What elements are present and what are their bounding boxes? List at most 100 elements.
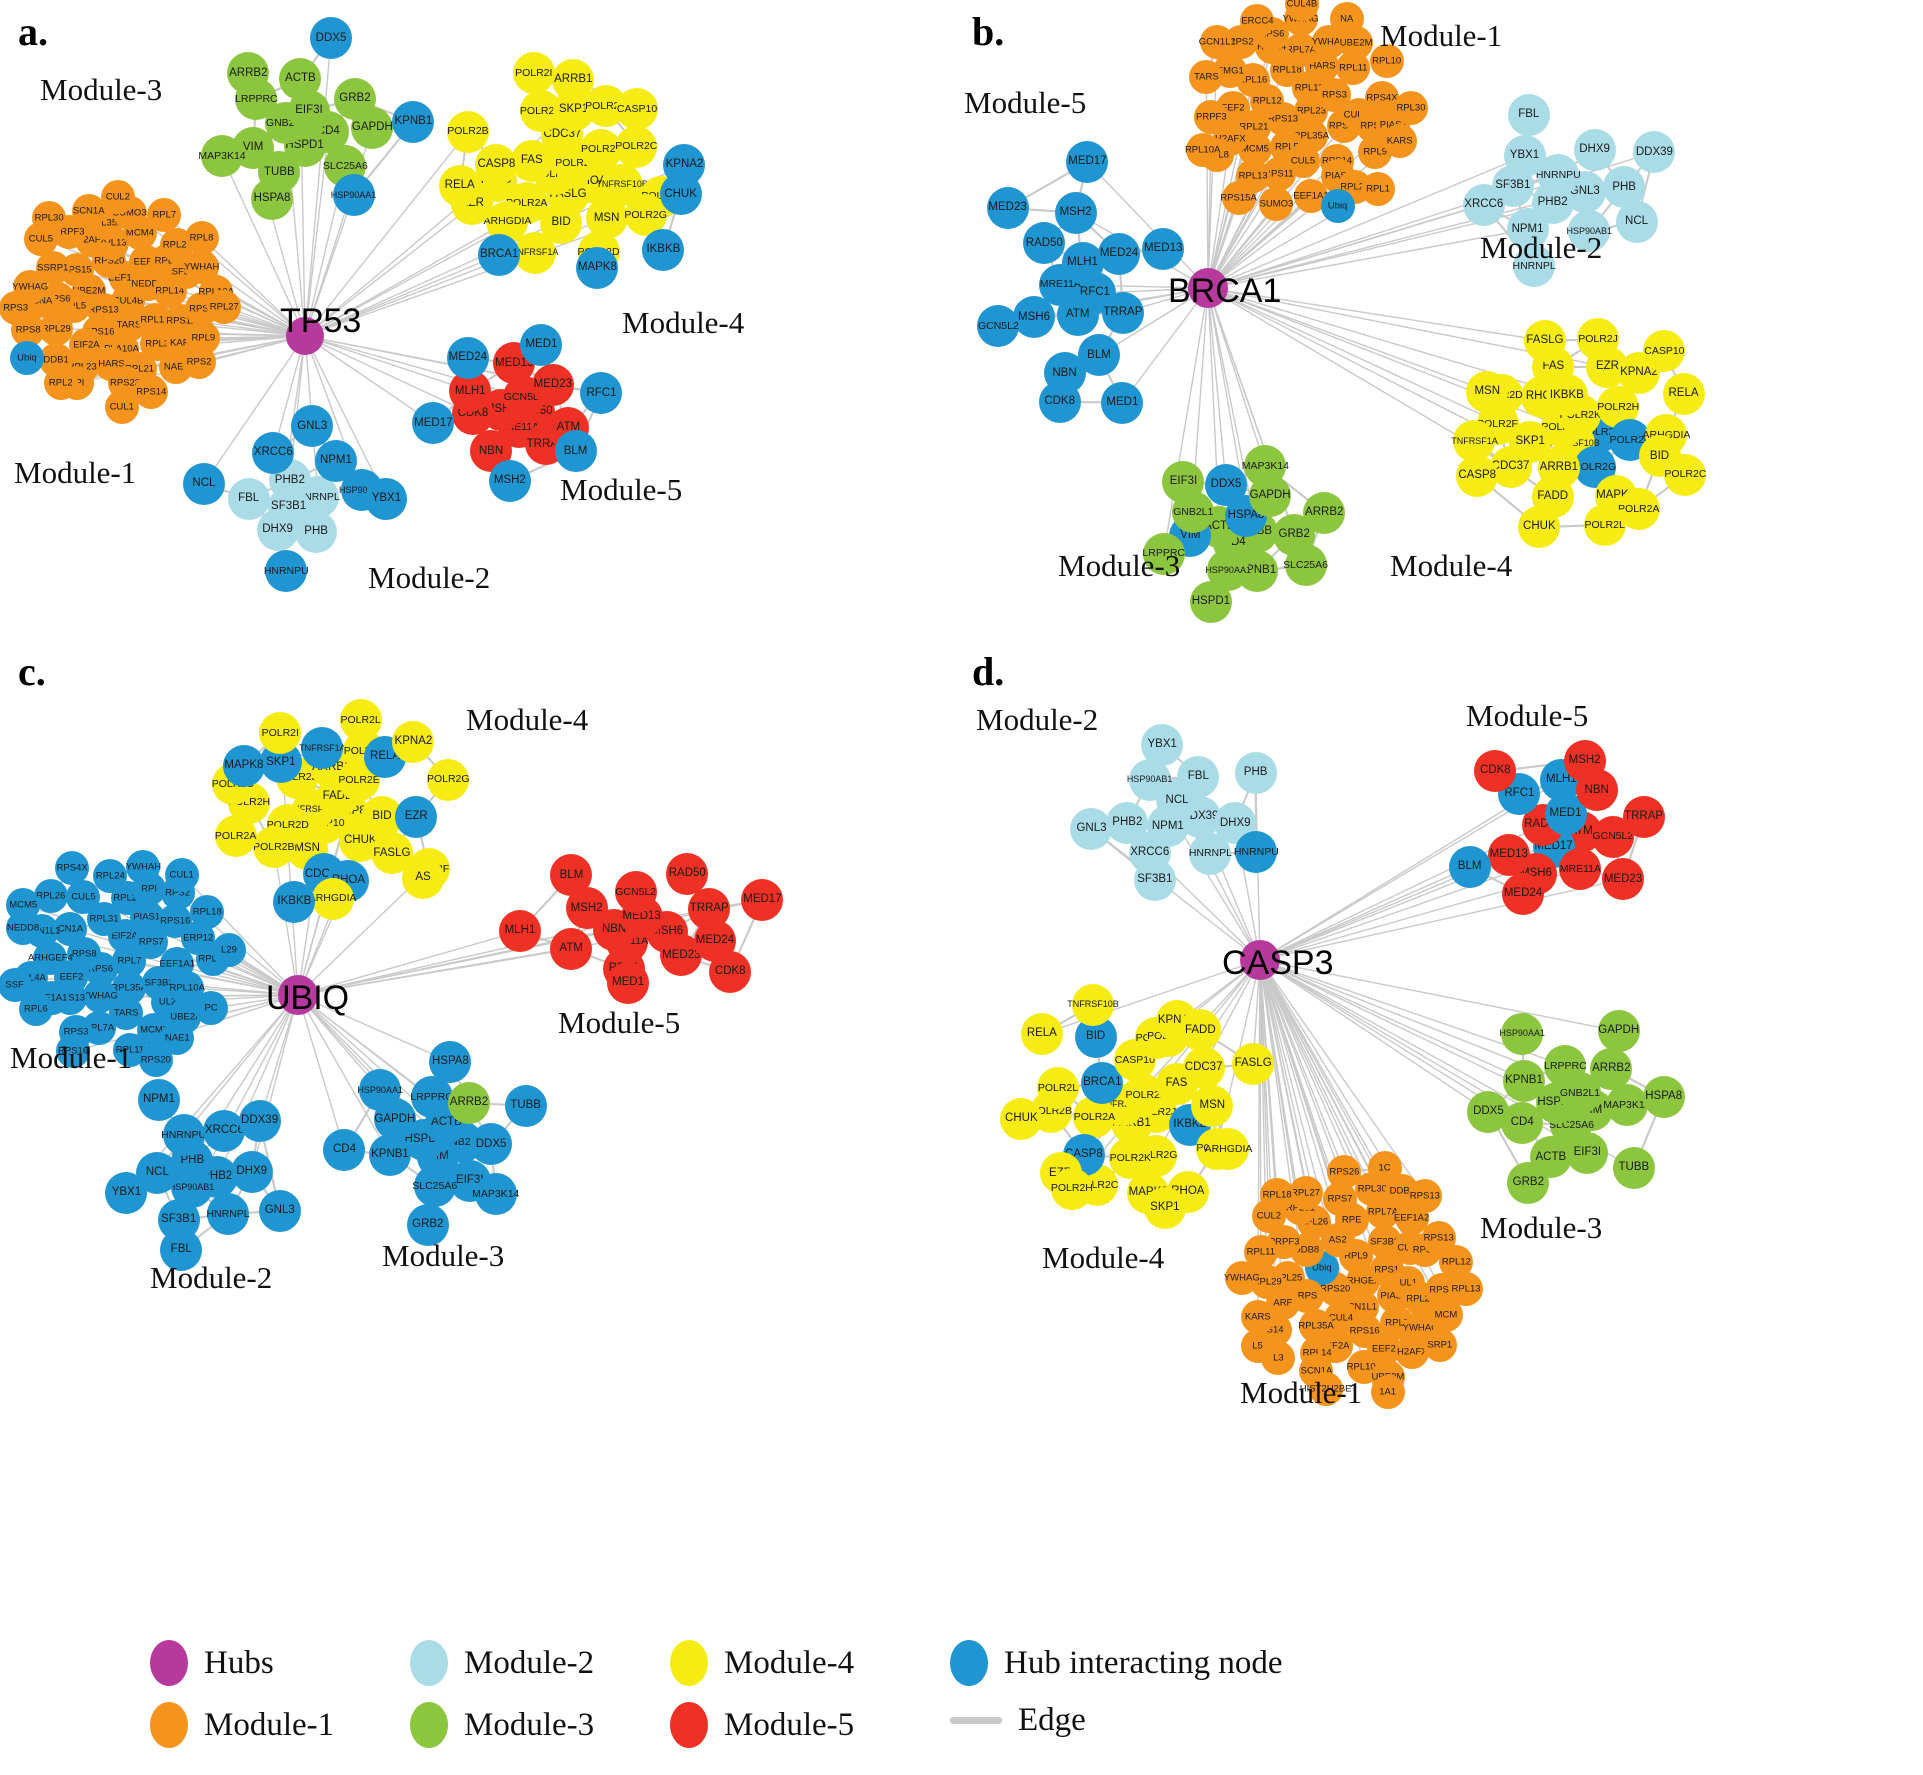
network-node[interactable]: SLC25A6 [412, 1165, 457, 1208]
network-node[interactable]: EZR [395, 795, 438, 838]
network-node[interactable]: MSH2 [1054, 191, 1097, 234]
network-node[interactable]: ARRB2 [447, 1081, 490, 1124]
network-node[interactable]: DHX9 [230, 1150, 273, 1193]
network-node[interactable]: BLM [1448, 845, 1491, 888]
network-node[interactable]: YBX1 [105, 1171, 148, 1214]
network-node[interactable]: FASLG [1232, 1043, 1275, 1086]
network-node[interactable]: HSP90AA1 [331, 174, 376, 217]
network-node[interactable]: RAD50 [666, 852, 709, 895]
network-node[interactable]: POLR2A [214, 815, 257, 858]
network-node[interactable] [55, 851, 90, 886]
network-node[interactable] [1407, 1178, 1442, 1213]
network-node[interactable] [1200, 25, 1235, 60]
hub-node-casp3[interactable] [1240, 940, 1280, 980]
network-node[interactable]: MSH2 [488, 460, 531, 503]
network-node[interactable]: NPM1 [137, 1078, 180, 1121]
network-node[interactable] [0, 968, 32, 1003]
network-node[interactable]: POLR2H [1050, 1167, 1093, 1210]
network-node[interactable]: MAP3K14 [1603, 1084, 1651, 1127]
network-node[interactable]: TUBB [1612, 1146, 1655, 1189]
network-node[interactable] [194, 991, 229, 1026]
network-node[interactable]: AS [402, 856, 445, 899]
network-node[interactable]: MAPK8 [576, 246, 619, 289]
network-node[interactable]: IKBKB [273, 880, 316, 923]
network-node[interactable] [1189, 60, 1224, 95]
hub-node-tp53[interactable] [286, 317, 324, 355]
network-node[interactable] [1367, 1151, 1402, 1186]
network-node[interactable]: RELA [438, 164, 481, 207]
network-node[interactable]: KPNB1 [392, 100, 435, 143]
network-node[interactable]: CDC37 [1182, 1047, 1225, 1090]
network-node[interactable]: HNRNPU [161, 1114, 206, 1157]
network-node[interactable] [56, 1033, 91, 1068]
network-node[interactable]: CASP10 [616, 87, 659, 130]
network-node[interactable]: GNL3 [258, 1189, 301, 1232]
network-node[interactable]: LRPPRC [1544, 1044, 1587, 1087]
network-node[interactable] [1240, 1329, 1275, 1364]
network-node[interactable]: EIF3I [1566, 1131, 1609, 1174]
network-node[interactable] [182, 345, 217, 380]
network-node[interactable]: RELA [1020, 1013, 1063, 1056]
network-node[interactable]: ARRB1 [552, 58, 595, 101]
network-node[interactable]: MAPK8 [222, 744, 265, 787]
network-node[interactable]: POLR2I [259, 711, 302, 754]
network-node[interactable]: GCN5L2 [614, 871, 657, 914]
network-node[interactable] [43, 366, 78, 401]
network-node[interactable] [184, 220, 219, 255]
network-node[interactable] [1240, 4, 1275, 39]
network-node[interactable] [1329, 2, 1364, 37]
network-node[interactable] [104, 389, 139, 424]
network-node[interactable] [71, 194, 106, 228]
network-node[interactable]: POLR2C [1664, 453, 1706, 496]
network-node[interactable]: MLH1 [498, 910, 541, 953]
network-node[interactable] [1260, 1177, 1295, 1212]
network-node[interactable]: MED23 [986, 187, 1029, 229]
network-node[interactable] [1360, 171, 1395, 206]
network-node[interactable] [53, 911, 88, 946]
network-node[interactable]: FBL [1507, 93, 1550, 136]
network-node[interactable]: ATM [550, 928, 593, 971]
network-node[interactable]: YBX1 [1141, 723, 1184, 766]
network-node[interactable] [93, 858, 128, 893]
network-node[interactable]: POLR2L [1583, 503, 1626, 546]
network-node[interactable] [9, 341, 44, 376]
network-node[interactable] [1370, 1374, 1405, 1409]
network-node[interactable]: CHUK [1000, 1097, 1043, 1140]
network-node[interactable]: HSPA8 [251, 178, 293, 221]
network-node[interactable]: MAP3K14 [198, 134, 246, 177]
network-node[interactable]: POLR2B [446, 110, 489, 153]
network-node[interactable]: KPNB1 [368, 1133, 411, 1176]
network-node[interactable] [1240, 1300, 1275, 1335]
network-node[interactable]: POLR2G [427, 758, 470, 801]
network-node[interactable] [100, 180, 135, 215]
hub-node-ubiq[interactable] [278, 975, 318, 1015]
network-node[interactable]: CHUK [659, 173, 702, 216]
network-node[interactable]: PHB [1234, 752, 1277, 795]
network-node[interactable]: KPNA2 [392, 720, 435, 763]
network-node[interactable]: DDX5 [1204, 464, 1247, 506]
network-node[interactable]: HSP90AA1 [1499, 1012, 1545, 1055]
network-node[interactable]: BRCA1 [478, 233, 521, 276]
network-node[interactable] [6, 887, 41, 922]
network-node[interactable]: MLH1 [1061, 241, 1104, 284]
network-node[interactable] [207, 290, 242, 325]
network-node[interactable] [190, 895, 225, 930]
network-node[interactable] [1382, 123, 1417, 158]
network-node[interactable]: DHX9 [256, 508, 299, 551]
network-node[interactable] [1288, 1175, 1323, 1210]
network-node[interactable] [1259, 186, 1294, 221]
network-node[interactable]: NCL [182, 462, 225, 505]
network-node[interactable] [126, 850, 161, 885]
network-node[interactable]: DHX9 [1573, 129, 1616, 172]
network-node[interactable]: TRRAP [1101, 291, 1144, 334]
network-node[interactable] [1283, 33, 1318, 68]
network-node[interactable]: POLR2B [252, 826, 295, 869]
network-node[interactable]: POLR2L [1036, 1067, 1079, 1110]
network-node[interactable] [0, 290, 33, 325]
network-node[interactable] [134, 375, 169, 410]
network-node[interactable]: MED13 [1487, 834, 1530, 877]
network-node[interactable]: POLR2I [512, 51, 555, 94]
network-node[interactable]: MSH2 [1563, 739, 1606, 782]
network-node[interactable] [1327, 1155, 1362, 1190]
network-node[interactable]: SKP1 [1143, 1187, 1186, 1230]
